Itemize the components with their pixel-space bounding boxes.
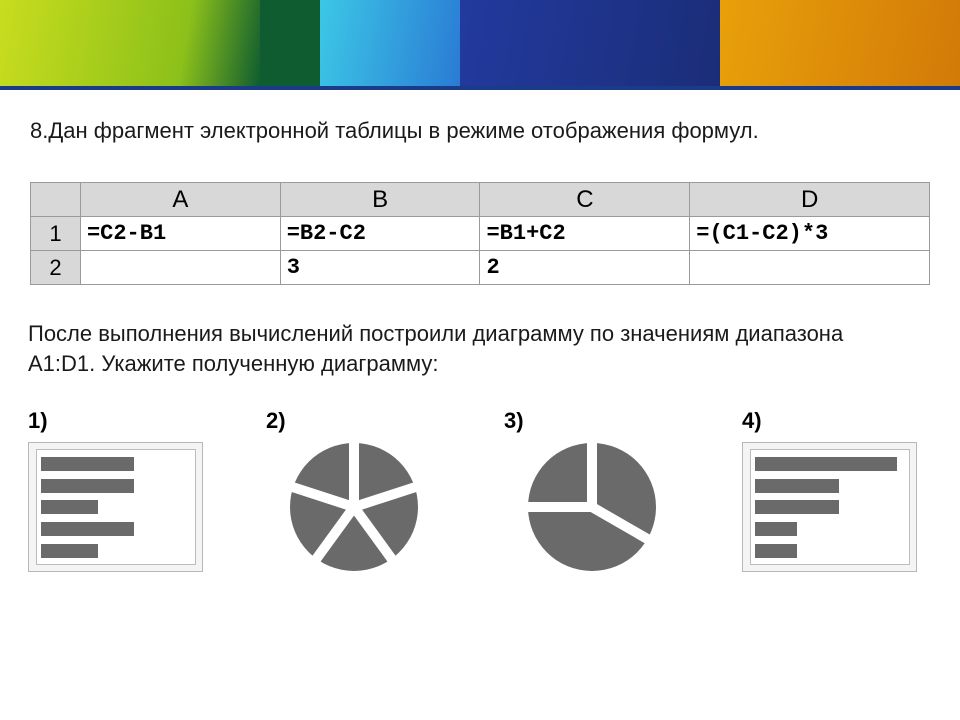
option-2[interactable]: 2) xyxy=(266,408,456,572)
pie-chart-2 xyxy=(290,443,418,571)
bar-row xyxy=(41,500,191,516)
option-4-label: 4) xyxy=(742,408,932,434)
banner-seg xyxy=(720,0,960,90)
pie-gap xyxy=(349,504,398,567)
option-3[interactable]: 3) xyxy=(504,408,694,572)
bar-row xyxy=(755,456,905,472)
col-header-B: B xyxy=(280,183,480,217)
bar-row xyxy=(755,543,905,559)
option-2-label: 2) xyxy=(266,408,456,434)
question-text: 8.Дан фрагмент электронной таблицы в реж… xyxy=(30,118,940,144)
banner-seg xyxy=(0,0,260,90)
row-header-1: 1 xyxy=(31,217,81,251)
bar xyxy=(41,479,134,493)
bar xyxy=(755,544,797,558)
spreadsheet-fragment: A B C D 1 =C2-B1 =B2-C2 =B1+C2 =(C1-C2)*… xyxy=(30,182,930,285)
corner-cell xyxy=(31,183,81,217)
pie-gap xyxy=(349,437,359,507)
bar xyxy=(755,522,797,536)
bar xyxy=(41,457,134,471)
cell-C1: =B1+C2 xyxy=(480,217,690,251)
bar xyxy=(41,500,98,514)
bar xyxy=(755,479,839,493)
bar-row xyxy=(755,500,905,516)
bar xyxy=(41,522,134,536)
hbar-chart-1 xyxy=(36,449,196,565)
col-header-A: A xyxy=(80,183,280,217)
col-header-C: C xyxy=(480,183,690,217)
option-1-label: 1) xyxy=(28,408,218,434)
pie-gap xyxy=(352,481,422,512)
cell-C2: 2 xyxy=(480,251,690,285)
bar-row xyxy=(755,478,905,494)
bar xyxy=(755,500,839,514)
pie-gap xyxy=(522,502,592,512)
row-1: 1 =C2-B1 =B2-C2 =B1+C2 =(C1-C2)*3 xyxy=(31,217,930,251)
option-2-chart xyxy=(266,442,441,572)
row-header-2: 2 xyxy=(31,251,81,285)
cell-D1: =(C1-C2)*3 xyxy=(690,217,930,251)
bar xyxy=(41,544,98,558)
top-banner xyxy=(0,0,960,90)
col-header-D: D xyxy=(690,183,930,217)
bar-row xyxy=(41,521,191,537)
cell-D2 xyxy=(690,251,930,285)
option-4[interactable]: 4) xyxy=(742,408,932,572)
bar-row xyxy=(41,543,191,559)
bar xyxy=(755,457,898,471)
pie-gap xyxy=(587,437,597,507)
followup-text: После выполнения вычислений построили ди… xyxy=(28,319,940,378)
pie-chart-3 xyxy=(528,443,656,571)
cell-A2 xyxy=(80,251,280,285)
banner-seg xyxy=(260,0,320,90)
option-3-label: 3) xyxy=(504,408,694,434)
pie-gap xyxy=(285,481,355,512)
followup-line1: После выполнения вычислений построили ди… xyxy=(28,321,843,346)
header-row: A B C D xyxy=(31,183,930,217)
bar-row xyxy=(41,456,191,472)
option-3-chart xyxy=(504,442,679,572)
answer-options: 1) 2) 3) 4) xyxy=(28,408,960,572)
banner-seg xyxy=(320,0,460,90)
row-2: 2 3 2 xyxy=(31,251,930,285)
option-1-chart xyxy=(28,442,203,572)
bar-row xyxy=(41,478,191,494)
bar-row xyxy=(755,521,905,537)
banner-seg xyxy=(460,0,720,90)
option-4-chart xyxy=(742,442,917,572)
followup-line2: A1:D1. Укажите полученную диаграмму: xyxy=(28,351,438,376)
cell-A1: =C2-B1 xyxy=(80,217,280,251)
cell-B1: =B2-C2 xyxy=(280,217,480,251)
pie-gap xyxy=(589,503,655,547)
pie-gap xyxy=(308,504,357,567)
option-1[interactable]: 1) xyxy=(28,408,218,572)
cell-B2: 3 xyxy=(280,251,480,285)
hbar-chart-4 xyxy=(750,449,910,565)
